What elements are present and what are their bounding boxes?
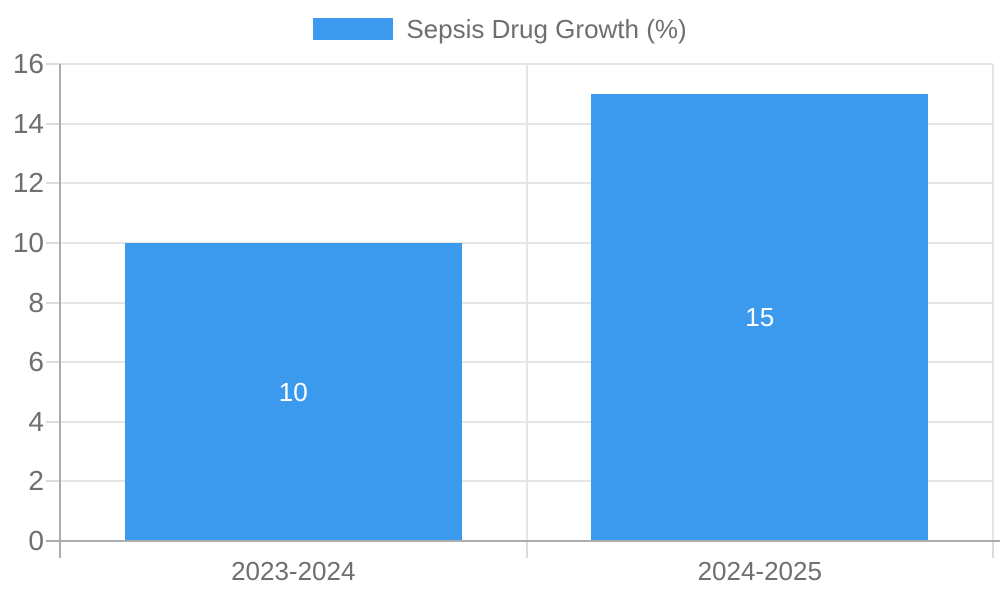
y-tick-label: 2 <box>28 465 44 497</box>
y-axis-tick-mark <box>46 182 60 185</box>
bar-value-label: 10 <box>278 376 308 407</box>
y-tick-label: 16 <box>12 48 44 79</box>
legend-label: Sepsis Drug Growth (%) <box>406 13 687 44</box>
y-tick-label: 12 <box>12 167 44 199</box>
x-tick-label: 2024-2025 <box>697 556 822 586</box>
y-tick-label: 4 <box>28 405 44 437</box>
x-axis-tick-mark <box>525 541 528 558</box>
legend[interactable]: Sepsis Drug Growth (%) <box>0 12 1000 46</box>
y-tick-label: 14 <box>12 107 44 139</box>
bar-value-label: 15 <box>745 302 775 333</box>
gridline-v <box>525 64 528 541</box>
y-axis-line <box>59 64 61 558</box>
y-axis-tick-mark <box>46 420 60 423</box>
y-axis-tick-mark <box>46 480 60 483</box>
gridline-v <box>992 64 994 541</box>
y-tick-label: 10 <box>12 226 44 258</box>
y-axis-tick-mark <box>46 361 60 364</box>
y-axis-tick-mark <box>46 122 60 125</box>
bar[interactable] <box>124 242 462 541</box>
y-tick-label: 8 <box>28 286 44 318</box>
y-axis-tick-mark <box>46 301 60 304</box>
x-axis-line <box>46 540 1000 542</box>
y-axis-tick-mark <box>46 241 60 244</box>
y-tick-label: 0 <box>28 525 44 556</box>
x-tick-label: 2023-2024 <box>231 556 356 586</box>
y-tick-label: 6 <box>28 346 44 378</box>
x-axis-tick-mark <box>992 541 994 558</box>
legend-swatch <box>313 18 394 40</box>
y-axis-tick-mark <box>46 63 60 65</box>
bar[interactable] <box>591 93 929 541</box>
